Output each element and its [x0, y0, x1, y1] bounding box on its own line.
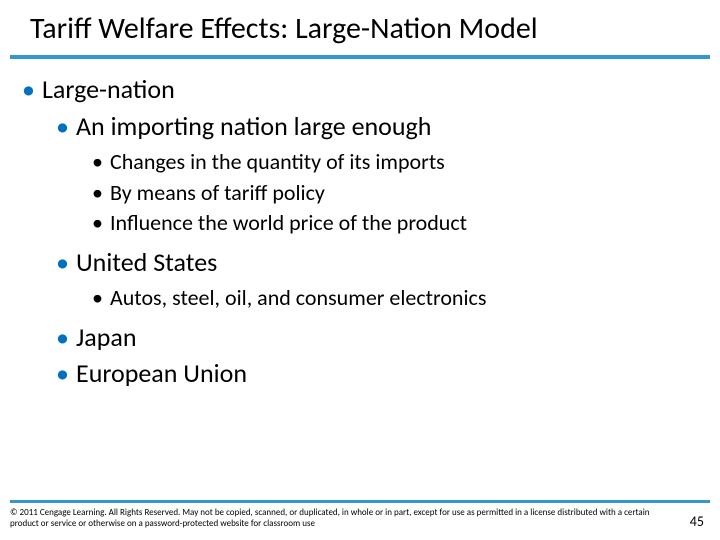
bullet-text: United States [76, 246, 217, 278]
bullet-text: Autos, steel, oil, and consumer electron… [110, 284, 486, 311]
bullet-text: By means of tariff policy [110, 179, 325, 206]
bullet-lvl1: • Large-nation [20, 73, 700, 106]
page-number: 45 [690, 507, 710, 530]
title-underline [10, 55, 710, 59]
bullet-dot-icon: • [92, 179, 103, 208]
bullet-dot-icon: • [22, 73, 35, 106]
bullet-dot-icon: • [56, 357, 69, 390]
bullet-text: An importing nation large enough [76, 110, 431, 142]
bullet-dot-icon: • [92, 148, 103, 177]
bullet-lvl2: • Japan [20, 321, 700, 354]
bullet-text: Changes in the quantity of its imports [110, 148, 445, 175]
bullet-dot-icon: • [56, 110, 69, 143]
bullet-lvl3: • Autos, steel, oil, and consumer electr… [20, 284, 700, 313]
bullet-lvl2: • United States [20, 246, 700, 279]
bullet-dot-icon: • [92, 209, 103, 238]
slide-title: Tariff Welfare Effects: Large-Nation Mod… [0, 0, 720, 55]
bullet-lvl2: • An importing nation large enough [20, 110, 700, 143]
bullet-text: Influence the world price of the product [110, 209, 467, 236]
bullet-lvl2: • European Union [20, 357, 700, 390]
bullet-dot-icon: • [56, 246, 69, 279]
bullet-dot-icon: • [92, 284, 103, 313]
bullet-dot-icon: • [56, 321, 69, 354]
footer-rule [10, 500, 710, 503]
slide: Tariff Welfare Effects: Large-Nation Mod… [0, 0, 720, 540]
bullet-text: European Union [76, 357, 247, 389]
bullet-text: Japan [76, 321, 137, 353]
footer-row: © 2011 Cengage Learning. All Rights Rese… [10, 507, 710, 530]
bullet-text: Large-nation [42, 73, 175, 105]
footer: © 2011 Cengage Learning. All Rights Rese… [0, 500, 720, 530]
content-area: • Large-nation • An importing nation lar… [0, 73, 720, 390]
bullet-lvl3: • By means of tariff policy [20, 179, 700, 208]
copyright-text: © 2011 Cengage Learning. All Rights Rese… [10, 507, 660, 530]
bullet-lvl3: • Changes in the quantity of its imports [20, 148, 700, 177]
bullet-lvl3: • Influence the world price of the produ… [20, 209, 700, 238]
